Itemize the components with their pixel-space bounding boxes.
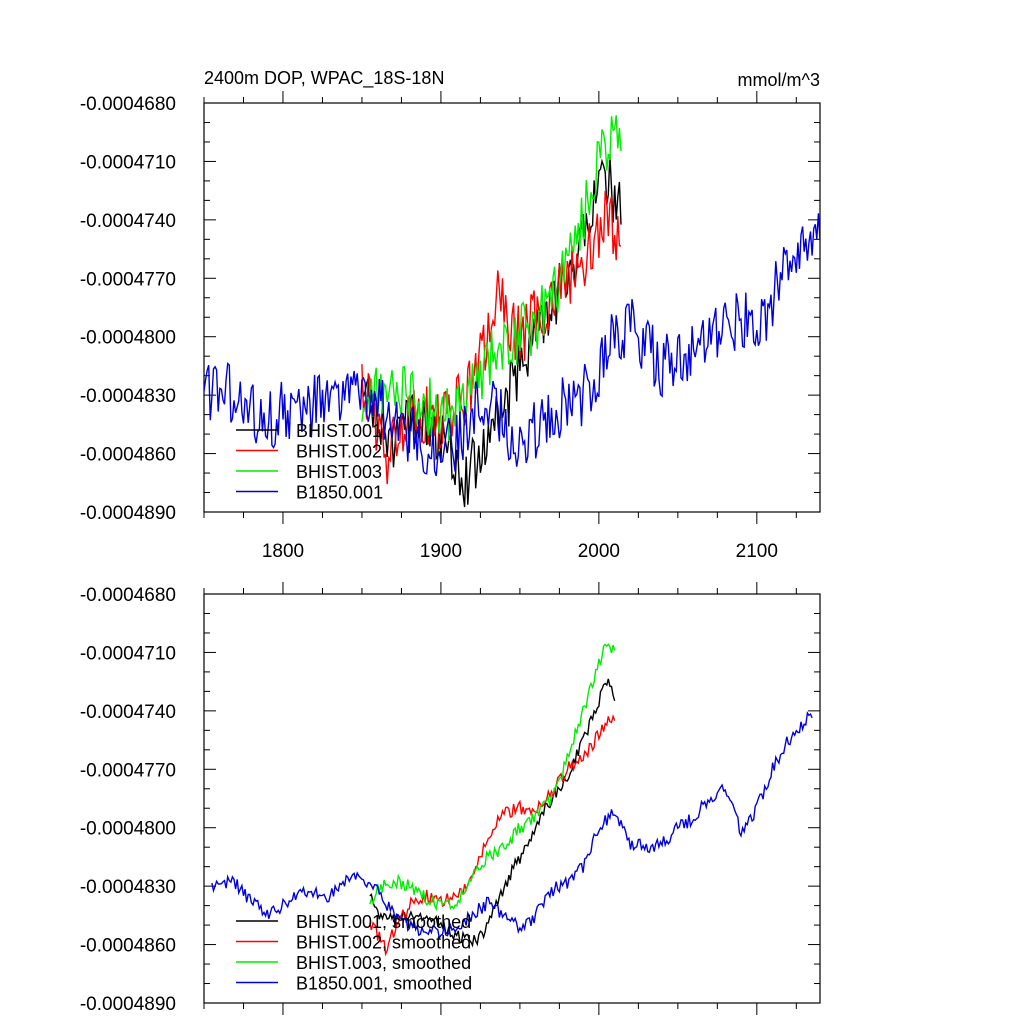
- y-tick-label: -0.0004710: [80, 643, 176, 664]
- legend-label: B1850.001: [296, 483, 383, 503]
- legend-label: BHIST.001, smoothed: [296, 912, 471, 932]
- top-panel: -0.0004680 -0.0004710 -0.0004740 -0.0004770…: [80, 91, 821, 562]
- legend-label: BHIST.003: [296, 462, 382, 482]
- legend-label: BHIST.001: [296, 421, 382, 441]
- x-tick-label: 2100: [736, 541, 778, 562]
- series-line-4: [204, 213, 820, 477]
- y-tick-label: -0.0004680: [80, 94, 176, 115]
- y-tick-label: -0.0004740: [80, 702, 176, 723]
- y-tick-label: -0.0004830: [80, 386, 176, 407]
- series-line-1: [369, 678, 616, 948]
- y-tick-label: -0.0004830: [80, 877, 176, 898]
- legend-label: BHIST.002, smoothed: [296, 933, 471, 953]
- units-label: mmol/m^3: [738, 70, 820, 90]
- series-line-2: [369, 714, 616, 957]
- series-line-2: [361, 190, 622, 485]
- x-tick-label: 1900: [420, 541, 462, 562]
- y-tick-label: -0.0004770: [80, 269, 176, 290]
- legend-label: B1850.001, smoothed: [296, 974, 472, 994]
- y-tick-label: -0.0004890: [80, 503, 176, 524]
- legend-label: BHIST.002: [296, 442, 382, 462]
- x-tick-label: 1800: [262, 541, 304, 562]
- y-tick-label: -0.0004800: [80, 328, 176, 349]
- y-tick-label: -0.0004860: [80, 445, 176, 466]
- y-tick-label: -0.0004770: [80, 760, 176, 781]
- y-tick-label: -0.0004710: [80, 152, 176, 173]
- x-tick-label: 2000: [578, 541, 620, 562]
- y-tick-label: -0.0004860: [80, 936, 176, 957]
- legend-label: BHIST.003, smoothed: [296, 953, 471, 973]
- series-line-3: [369, 643, 616, 912]
- chart-title: 2400m DOP, WPAC_18S-18N: [204, 68, 444, 89]
- plot-frame: [203, 593, 821, 1004]
- bottom-panel: -0.0004680 -0.0004710 -0.0004740 -0.0004770…: [80, 582, 821, 1015]
- y-tick-label: -0.0004680: [80, 585, 176, 606]
- plot-frame: [203, 102, 821, 513]
- y-tick-label: -0.0004890: [80, 994, 176, 1015]
- y-tick-label: -0.0004800: [80, 819, 176, 840]
- y-tick-label: -0.0004740: [80, 211, 176, 232]
- series-line-3: [361, 115, 622, 442]
- series-line-4: [211, 711, 813, 940]
